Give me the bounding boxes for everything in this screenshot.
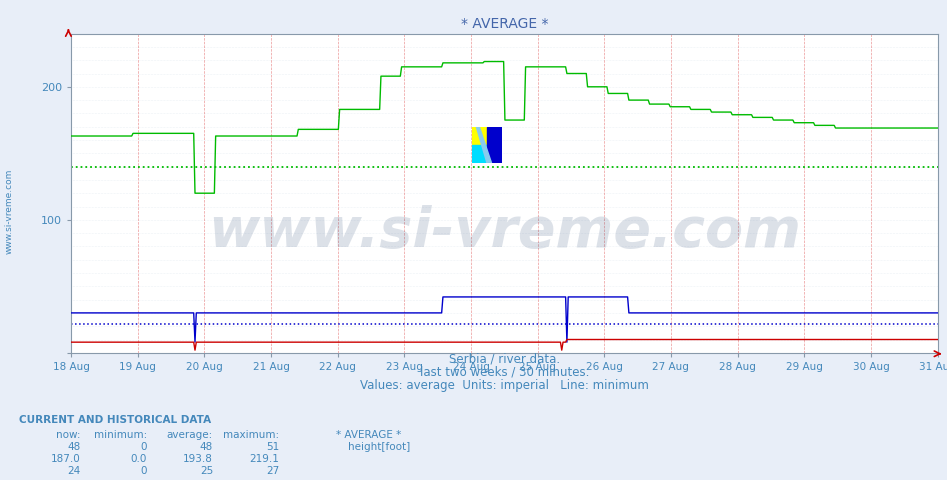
Text: www.si-vreme.com: www.si-vreme.com — [207, 204, 801, 259]
Text: * AVERAGE *: * AVERAGE * — [336, 430, 402, 440]
Title: * AVERAGE *: * AVERAGE * — [460, 17, 548, 31]
Text: average:: average: — [167, 430, 213, 440]
Text: 51: 51 — [266, 442, 279, 452]
Text: 48: 48 — [67, 442, 80, 452]
Text: last two weeks / 30 minutes.: last two weeks / 30 minutes. — [420, 366, 589, 379]
Text: 219.1: 219.1 — [249, 454, 279, 464]
Text: 25: 25 — [200, 466, 213, 476]
Text: CURRENT AND HISTORICAL DATA: CURRENT AND HISTORICAL DATA — [19, 415, 211, 425]
Text: 193.8: 193.8 — [183, 454, 213, 464]
Text: www.si-vreme.com: www.si-vreme.com — [5, 168, 14, 254]
Text: Values: average  Units: imperial   Line: minimum: Values: average Units: imperial Line: mi… — [360, 379, 649, 392]
Text: 0: 0 — [140, 442, 147, 452]
Text: minimum:: minimum: — [94, 430, 147, 440]
Text: 0.0: 0.0 — [131, 454, 147, 464]
Bar — [472, 127, 487, 145]
Text: 0: 0 — [140, 466, 147, 476]
Text: 24: 24 — [67, 466, 80, 476]
Bar — [487, 127, 502, 163]
Text: now:: now: — [56, 430, 80, 440]
Polygon shape — [476, 127, 491, 163]
Text: height[foot]: height[foot] — [348, 442, 411, 452]
Text: 187.0: 187.0 — [51, 454, 80, 464]
Bar — [472, 145, 487, 163]
Text: Serbia / river data.: Serbia / river data. — [449, 352, 560, 365]
Text: 48: 48 — [200, 442, 213, 452]
Text: maximum:: maximum: — [223, 430, 279, 440]
Text: 27: 27 — [266, 466, 279, 476]
